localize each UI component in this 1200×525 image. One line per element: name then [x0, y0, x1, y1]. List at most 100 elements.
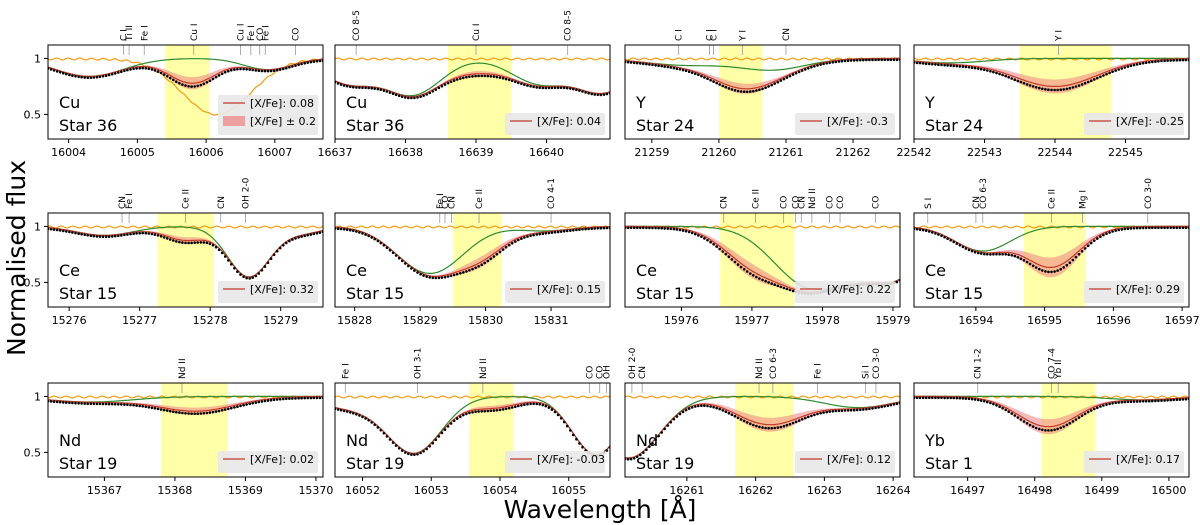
observed-point [770, 83, 773, 87]
highlight-band [157, 213, 214, 307]
element-line-label: CO 6-3 [769, 348, 779, 379]
observed-point [1010, 254, 1014, 257]
observed-point [419, 272, 422, 276]
observed-point [278, 68, 282, 71]
observed-point [761, 426, 764, 429]
panel-element-label: Ce [636, 261, 657, 280]
observed-point [749, 422, 752, 426]
observed-point [605, 226, 609, 230]
observed-point [440, 84, 444, 88]
observed-point [459, 77, 462, 80]
observed-point [669, 420, 673, 424]
observed-point [596, 227, 600, 230]
observed-point [1080, 414, 1084, 418]
observed-point [559, 230, 563, 233]
observed-point [288, 239, 291, 243]
observed-point [49, 228, 53, 231]
observed-point [62, 401, 65, 404]
legend-band-swatch [223, 116, 245, 126]
observed-point [1044, 429, 1047, 432]
observed-point [49, 68, 53, 71]
x-tick-label: 21262 [836, 146, 871, 159]
observed-point [483, 409, 487, 413]
observed-point [300, 235, 303, 238]
observed-point [983, 252, 986, 256]
observed-point [422, 274, 425, 277]
observed-point [755, 424, 758, 428]
x-tick-label: 15276 [52, 314, 87, 327]
observed-point [804, 68, 807, 71]
observed-point [165, 237, 169, 240]
element-line-label: Fe I [261, 25, 271, 41]
observed-point [184, 412, 187, 415]
observed-point [770, 282, 773, 285]
observed-point [68, 230, 71, 234]
observed-point [510, 79, 514, 83]
observed-point [446, 425, 450, 428]
observed-point [934, 396, 937, 400]
observed-point [1163, 59, 1166, 63]
observed-point [556, 230, 560, 234]
panel-frame [334, 382, 611, 478]
observed-point [168, 409, 172, 413]
observed-point [550, 231, 554, 234]
element-line-label: CN 1-2 [974, 348, 984, 379]
observed-point [342, 84, 346, 87]
observed-point [510, 242, 514, 245]
observed-point [992, 253, 995, 256]
observed-point [272, 253, 276, 257]
element-line-label: S I [924, 198, 934, 209]
observed-point [1141, 226, 1145, 230]
observed-point [297, 236, 300, 239]
observed-point [877, 406, 880, 409]
observed-point [1154, 399, 1157, 403]
observed-point [684, 408, 688, 412]
observed-point [462, 413, 465, 417]
observed-point [1157, 226, 1160, 230]
observed-point [300, 62, 303, 66]
observed-point [1108, 231, 1111, 234]
panel-plot-area [48, 383, 323, 477]
highlight-band [447, 45, 512, 139]
observed-point [52, 228, 56, 231]
observed-point [251, 276, 254, 279]
observed-point [175, 80, 178, 83]
observed-point [755, 275, 758, 279]
observed-point [1166, 226, 1169, 230]
observed-point [1034, 86, 1038, 89]
observed-point [852, 59, 856, 62]
observed-point [964, 397, 968, 400]
observed-point [733, 414, 737, 418]
observed-point [129, 232, 132, 236]
observed-point [254, 401, 258, 404]
observed-point [538, 402, 541, 406]
observed-point [358, 231, 361, 234]
observed-point [1053, 270, 1056, 273]
observed-point [428, 276, 432, 279]
observed-point [584, 227, 587, 231]
observed-point [526, 402, 529, 406]
element-line-label: Cu I [237, 23, 247, 41]
observed-point [979, 67, 983, 71]
observed-point [694, 72, 697, 75]
observed-point [1132, 400, 1136, 403]
observed-point [1047, 270, 1050, 274]
legend-box [795, 113, 895, 135]
observed-point [1123, 400, 1127, 404]
observed-point [626, 458, 630, 461]
observed-point [459, 272, 462, 275]
element-line-label: CO [256, 28, 266, 41]
observed-point [126, 403, 129, 407]
observed-point [819, 411, 822, 415]
observed-point [205, 241, 209, 245]
observed-point [575, 88, 578, 92]
observed-point [248, 68, 251, 71]
observed-point [804, 416, 807, 420]
observed-point [895, 280, 899, 284]
observed-point [71, 231, 74, 234]
observed-point [663, 65, 666, 68]
panel-element-label: Cu [59, 93, 80, 112]
observed-point [349, 228, 352, 232]
observed-point [388, 438, 392, 441]
observed-point [269, 69, 273, 73]
